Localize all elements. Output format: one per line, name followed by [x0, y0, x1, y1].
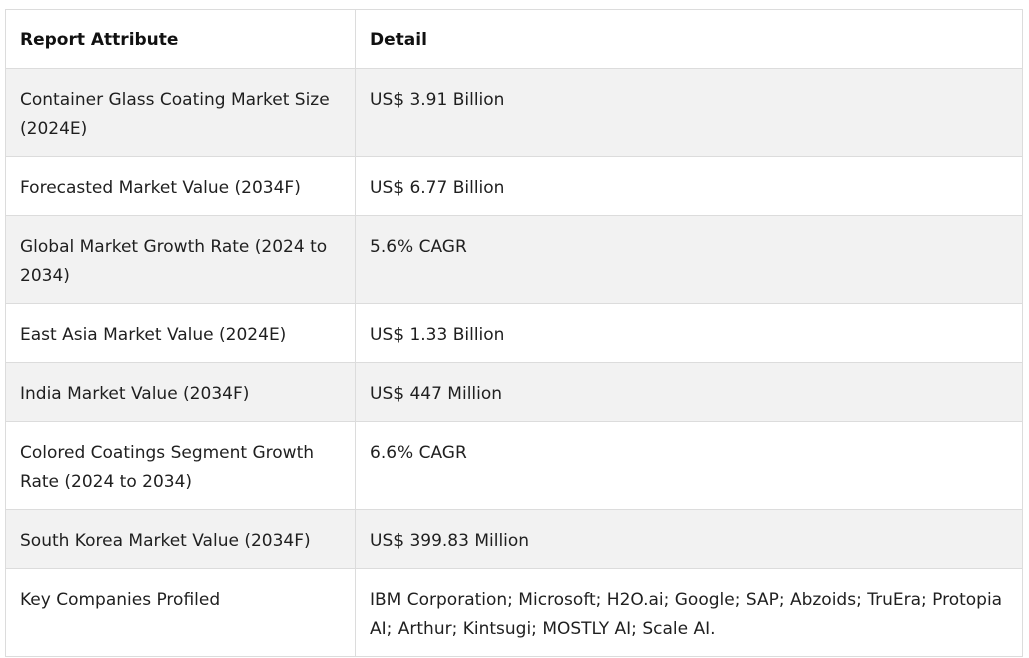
detail-cell: US$ 447 Million: [355, 362, 1023, 422]
detail-cell: US$ 3.91 Billion: [355, 68, 1023, 157]
attribute-cell: Forecasted Market Value (2034F): [5, 156, 356, 216]
table-row: India Market Value (2034F) US$ 447 Milli…: [5, 362, 1023, 422]
detail-cell: US$ 1.33 Billion: [355, 303, 1023, 363]
attribute-cell: Colored Coatings Segment Growth Rate (20…: [5, 421, 356, 510]
attribute-cell: Global Market Growth Rate (2024 to 2034): [5, 215, 356, 304]
detail-cell: 5.6% CAGR: [355, 215, 1023, 304]
detail-cell: US$ 6.77 Billion: [355, 156, 1023, 216]
table-row: Colored Coatings Segment Growth Rate (20…: [5, 421, 1023, 510]
table-row: South Korea Market Value (2034F) US$ 399…: [5, 509, 1023, 569]
table-row: Key Companies Profiled IBM Corporation; …: [5, 568, 1023, 657]
table-row: Global Market Growth Rate (2024 to 2034)…: [5, 215, 1023, 304]
attribute-cell: Container Glass Coating Market Size (202…: [5, 68, 356, 157]
attribute-cell: Key Companies Profiled: [5, 568, 356, 657]
attribute-cell: East Asia Market Value (2024E): [5, 303, 356, 363]
attribute-cell: South Korea Market Value (2034F): [5, 509, 356, 569]
detail-cell: IBM Corporation; Microsoft; H2O.ai; Goog…: [355, 568, 1023, 657]
detail-cell: 6.6% CAGR: [355, 421, 1023, 510]
table-row: Forecasted Market Value (2034F) US$ 6.77…: [5, 156, 1023, 216]
report-attributes-table: Report Attribute Detail Container Glass …: [5, 9, 1023, 657]
table-row: Container Glass Coating Market Size (202…: [5, 68, 1023, 157]
table-header-row: Report Attribute Detail: [5, 9, 1023, 69]
table-row: East Asia Market Value (2024E) US$ 1.33 …: [5, 303, 1023, 363]
detail-cell: US$ 399.83 Million: [355, 509, 1023, 569]
header-detail: Detail: [355, 9, 1023, 69]
header-report-attribute: Report Attribute: [5, 9, 356, 69]
attribute-cell: India Market Value (2034F): [5, 362, 356, 422]
report-attributes-table-container: Report Attribute Detail Container Glass …: [5, 9, 1023, 657]
